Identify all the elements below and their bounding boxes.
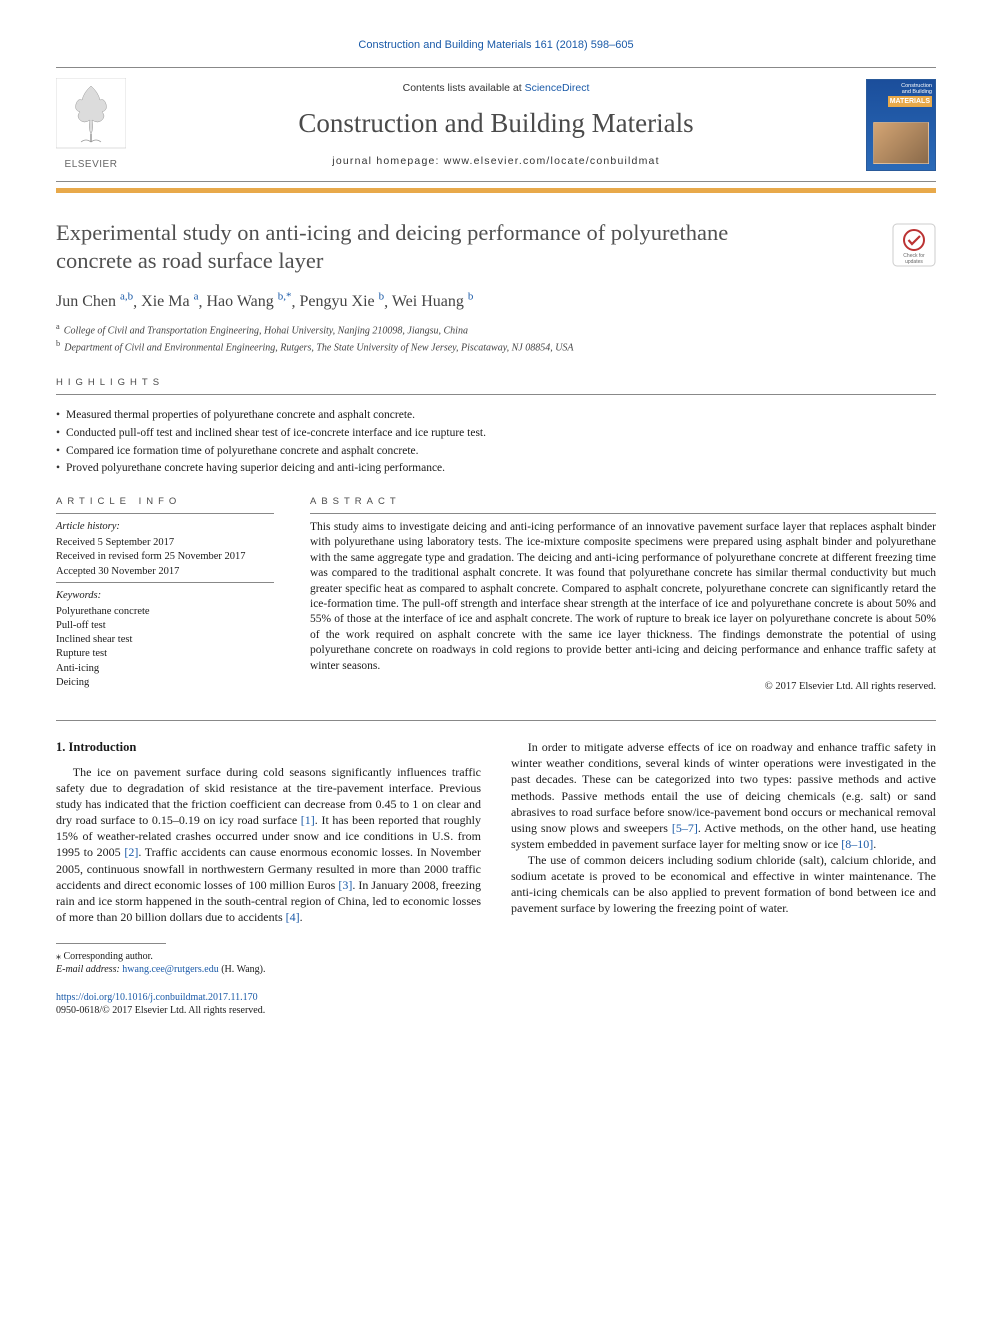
ref-1-link[interactable]: [1] [301,813,315,827]
corr-author-email-link[interactable]: hwang.cee@rutgers.edu [122,964,218,975]
journal-header: ELSEVIER Contents lists available at Sci… [56,67,936,183]
body-paragraph-2: In order to mitigate adverse effects of … [511,739,936,852]
author-affiliation-sup: b [379,291,385,303]
article-history-lines: Received 5 September 2017Received in rev… [56,536,274,579]
keyword-line: Rupture test [56,647,274,661]
body-paragraph-1: The ice on pavement surface during cold … [56,764,481,925]
corresponding-author-footnote: ⁎ Corresponding author. E-mail address: … [56,950,936,977]
accent-rule [56,188,936,193]
article-info-label: ARTICLE INFO [56,496,274,509]
keyword-line: Deicing [56,676,274,690]
citation-header: Construction and Building Materials 161 … [56,38,936,53]
issn-copyright-line: 0950-0618/© 2017 Elsevier Ltd. All right… [56,1005,265,1016]
body-paragraph-3: The use of common deicers including sodi… [511,852,936,916]
elsevier-tree-icon [56,78,126,156]
history-line: Received in revised form 25 November 201… [56,550,274,564]
info-rule-mid [56,582,274,583]
abstract-label: ABSTRACT [310,496,936,509]
history-line: Received 5 September 2017 [56,536,274,550]
svg-text:updates: updates [905,259,923,265]
history-line: Accepted 30 November 2017 [56,565,274,579]
ref-5-7-link[interactable]: [5–7] [672,821,698,835]
highlights-rule [56,394,936,395]
info-rule-top [56,513,274,514]
author-affiliation-sup: a,b [120,291,133,303]
body-separator-rule [56,720,936,721]
author: Xie Ma a [141,293,198,310]
ref-2-link[interactable]: [2] [124,845,138,859]
keyword-line: Polyurethane concrete [56,605,274,619]
footer-doi-block: https://doi.org/10.1016/j.conbuildmat.20… [56,991,936,1017]
section-1-heading: 1. Introduction [56,739,481,756]
check-for-updates-badge[interactable]: Check for updates [892,223,936,267]
highlight-item: Compared ice formation time of polyureth… [56,443,936,461]
authors-line: Jun Chen a,b, Xie Ma a, Hao Wang b,*, Pe… [56,290,936,313]
abstract-rule [310,513,936,514]
author-affiliation-sup: b, [278,291,286,303]
ref-4-link[interactable]: [4] [286,910,300,924]
author: Pengyu Xie b [300,293,385,310]
keywords-title: Keywords: [56,589,274,603]
sciencedirect-link[interactable]: ScienceDirect [525,82,590,94]
abstract-text: This study aims to investigate deicing a… [310,520,936,674]
keyword-line: Pull-off test [56,619,274,633]
highlight-item: Conducted pull-off test and inclined she… [56,425,936,443]
footnote-separator [56,943,166,944]
journal-name: Construction and Building Materials [140,105,852,141]
ref-8-10-link[interactable]: [8–10] [841,837,873,851]
author: Hao Wang b,* [206,293,291,310]
article-title: Experimental study on anti-icing and dei… [56,219,796,275]
ref-3-link[interactable]: [3] [338,878,352,892]
author-affiliation-sup: b [468,291,474,303]
highlights-list: Measured thermal properties of polyureth… [56,407,936,478]
journal-cover-thumb: Construction and Building MATERIALS [866,79,936,171]
body-text-columns: 1. Introduction The ice on pavement surf… [56,739,936,925]
keyword-line: Inclined shear test [56,633,274,647]
highlight-item: Measured thermal properties of polyureth… [56,407,936,425]
elsevier-logo: ELSEVIER [56,78,126,172]
doi-link[interactable]: https://doi.org/10.1016/j.conbuildmat.20… [56,992,258,1003]
journal-homepage-line: journal homepage: www.elsevier.com/locat… [140,154,852,168]
corresponding-star-icon: * [286,291,292,303]
elsevier-label: ELSEVIER [56,158,126,172]
keywords-lines: Polyurethane concretePull-off testInclin… [56,605,274,690]
highlight-item: Proved polyurethane concrete having supe… [56,460,936,478]
highlights-label: HIGHLIGHTS [56,377,936,390]
journal-homepage-url[interactable]: www.elsevier.com/locate/conbuildmat [444,155,660,167]
article-history-title: Article history: [56,520,274,534]
author-affiliation-sup: a [194,291,199,303]
abstract-copyright: © 2017 Elsevier Ltd. All rights reserved… [310,680,936,694]
contents-available-line: Contents lists available at ScienceDirec… [140,81,852,95]
affiliation-line: b Department of Civil and Environmental … [56,338,936,355]
affiliation-line: a College of Civil and Transportation En… [56,321,936,338]
keyword-line: Anti-icing [56,662,274,676]
affiliations-block: a College of Civil and Transportation En… [56,321,936,356]
author: Jun Chen a,b [56,293,133,310]
author: Wei Huang b [392,293,474,310]
